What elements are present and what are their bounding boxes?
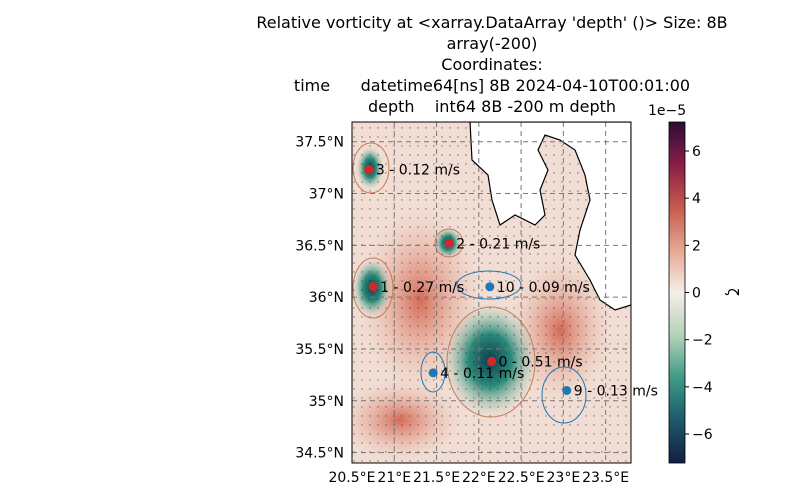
colorbar-tick-label: −4 bbox=[692, 380, 713, 396]
map-frame bbox=[351, 121, 632, 464]
x-tick-label: 20.5°E bbox=[328, 470, 375, 486]
eddy-label: 2 - 0.21 m/s bbox=[456, 236, 540, 252]
colorbar-offset: 1e−5 bbox=[648, 103, 686, 119]
colorbar-label: ζ bbox=[724, 288, 740, 296]
eddy-center bbox=[428, 368, 438, 378]
eddy-center bbox=[487, 356, 496, 366]
colorbar-tick-label: −2 bbox=[692, 333, 713, 349]
x-tick-label: 23°E bbox=[547, 470, 581, 486]
eddy-label: 4 - 0.11 m/s bbox=[440, 366, 524, 382]
x-tick-label: 22°E bbox=[462, 470, 496, 486]
title-line: depth int64 8B -200 m depth bbox=[368, 97, 616, 116]
eddy-center bbox=[485, 282, 495, 292]
x-tick-label: 21°E bbox=[377, 470, 411, 486]
y-tick-label: 35°N bbox=[309, 394, 344, 410]
x-tick-label: 23.5°E bbox=[582, 470, 629, 486]
title: Relative vorticity at <xarray.DataArray … bbox=[256, 13, 727, 116]
eddy-center bbox=[364, 165, 374, 175]
eddy-label: 1 - 0.27 m/s bbox=[380, 280, 464, 296]
colorbar-tick-label: 0 bbox=[692, 286, 701, 302]
eddy-center bbox=[368, 282, 378, 292]
eddy-label: 9 - 0.13 m/s bbox=[574, 383, 658, 399]
title-line: Coordinates: bbox=[441, 55, 542, 74]
y-tick-label: 35.5°N bbox=[295, 342, 344, 358]
colorbar-tick-label: 6 bbox=[692, 144, 701, 160]
vorticity-field bbox=[352, 122, 631, 463]
title-line: Relative vorticity at <xarray.DataArray … bbox=[256, 13, 727, 32]
y-tick-label: 34.5°N bbox=[295, 446, 344, 462]
x-tick-label: 21.5°E bbox=[413, 470, 460, 486]
x-tick-label: 22.5°E bbox=[498, 470, 545, 486]
colorbar-tick-label: 4 bbox=[692, 191, 701, 207]
eddy-label: 10 - 0.09 m/s bbox=[497, 280, 590, 296]
y-tick-label: 37.5°N bbox=[295, 135, 344, 151]
eddy-label: 3 - 0.12 m/s bbox=[376, 163, 460, 179]
eddy-center bbox=[444, 238, 454, 248]
eddy-center bbox=[562, 385, 572, 395]
title-line: array(-200) bbox=[447, 34, 538, 53]
eddy-label: 0 - 0.51 m/s bbox=[499, 354, 583, 370]
colorbar-tick-label: −6 bbox=[692, 427, 713, 443]
title-line: time datetime64[ns] 8B 2024-04-10T00:01:… bbox=[294, 76, 690, 95]
y-tick-label: 36°N bbox=[309, 290, 344, 306]
y-tick-label: 37°N bbox=[309, 187, 344, 203]
y-tick-label: 36.5°N bbox=[295, 238, 344, 254]
colorbar bbox=[668, 121, 686, 464]
colorbar-tick-label: 2 bbox=[692, 238, 701, 254]
